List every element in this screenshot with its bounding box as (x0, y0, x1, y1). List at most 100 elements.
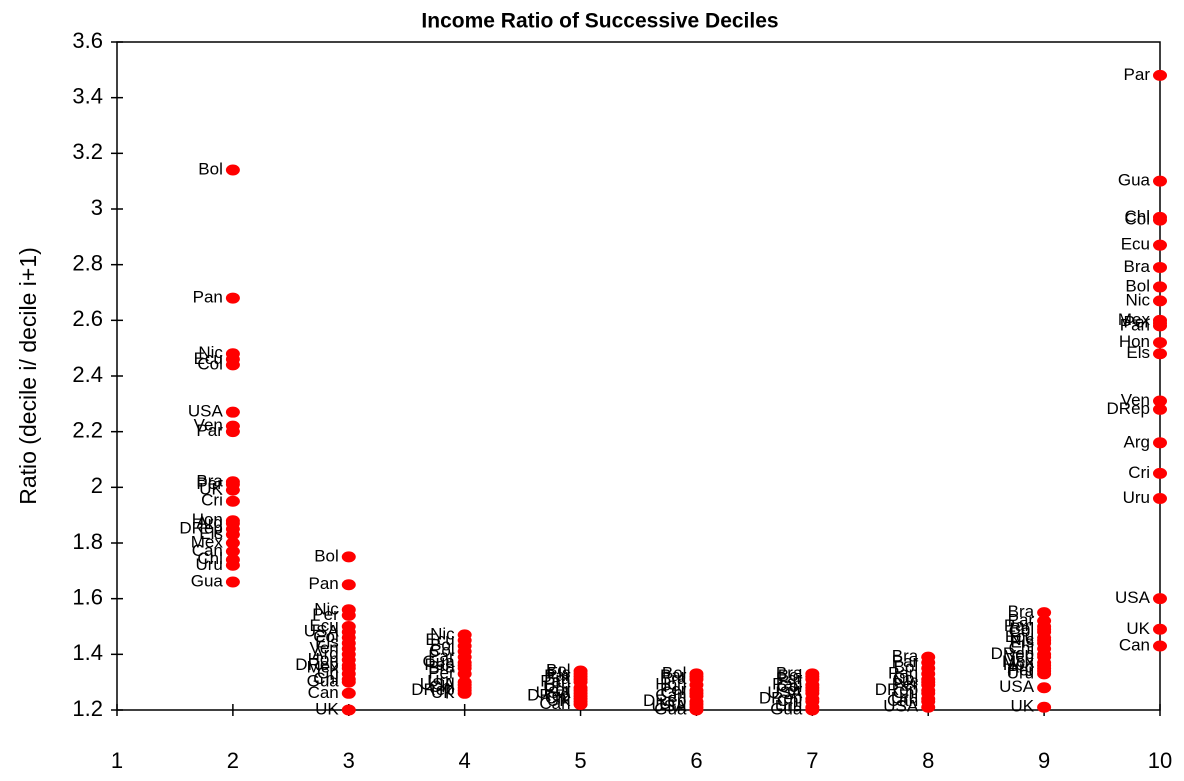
point-label: Uru (543, 677, 570, 696)
point-label: Per (428, 663, 455, 682)
point (1037, 682, 1052, 694)
point (225, 529, 240, 541)
point-label: Els (315, 633, 339, 652)
point-label: DRep (1107, 399, 1150, 418)
point-label: Cri (1128, 463, 1150, 482)
point (1153, 403, 1167, 415)
y-tick-label: 3.2 (72, 139, 103, 164)
point (225, 537, 240, 549)
point (1153, 467, 1167, 479)
point-label: Ven (1121, 391, 1150, 410)
point-label: Gua (654, 699, 687, 718)
point-label: USA (999, 677, 1035, 696)
point-label: Gua (1118, 171, 1151, 190)
point-label: Uru (1123, 488, 1150, 507)
point-label: Uru (659, 694, 686, 713)
point-label: Chl (1124, 207, 1150, 226)
point (457, 687, 472, 699)
point (341, 579, 356, 591)
x-tick-label: 8 (922, 748, 934, 773)
point-label: Cri (317, 663, 339, 682)
point-label: Nic (894, 672, 919, 691)
point-label: Bra (776, 663, 803, 682)
point-label: Uru (1007, 663, 1034, 682)
point (1153, 261, 1167, 273)
point-label: DRep (643, 691, 686, 710)
point-label: Per (312, 605, 339, 624)
point (225, 484, 240, 496)
y-tick-label: 3 (91, 195, 103, 220)
point (1037, 607, 1052, 619)
chart-title: Income Ratio of Successive Deciles (421, 10, 778, 33)
point-label: USA (420, 674, 456, 693)
point-label: Col (429, 641, 455, 660)
point-label: Pan (1004, 616, 1034, 635)
point (573, 698, 588, 710)
point (225, 495, 240, 507)
x-tick-label: 4 (459, 748, 471, 773)
point-label: Col (313, 627, 339, 646)
point-label: Bol (662, 663, 687, 682)
point (225, 359, 240, 371)
point-label: Uru (775, 697, 802, 716)
point-label: Chl (313, 669, 339, 688)
point-label: Gua (191, 571, 224, 590)
y-axis-label: Ratio (decile i/ decile i+1) (15, 247, 41, 505)
point (1153, 593, 1167, 605)
point (1153, 395, 1167, 407)
point-label: Par (776, 669, 803, 688)
point-label: UK (315, 699, 339, 718)
point (1153, 69, 1167, 81)
point (341, 551, 356, 563)
point-label: Hon (655, 674, 686, 693)
point-label: Bol (314, 546, 339, 565)
point-label: USA (767, 683, 803, 702)
point-label: DRep (991, 644, 1034, 663)
point-label: Pan (1120, 315, 1150, 334)
y-tick-label: 2 (91, 473, 103, 498)
point-label: Nic (430, 624, 455, 643)
point-label: UK (1010, 697, 1034, 716)
point-label: Bol (198, 160, 223, 179)
y-tick-label: 3.4 (72, 83, 103, 108)
point-label: Gua (423, 652, 456, 671)
point-label: Col (777, 677, 803, 696)
point-label: Can (887, 691, 918, 710)
point-label: USA (651, 697, 687, 716)
point-label: Gua (770, 699, 803, 718)
point-label: Els (1126, 343, 1150, 362)
point-label: DRep (411, 680, 454, 699)
point-label: Nic (1125, 290, 1150, 309)
point-label: Chl (1009, 638, 1035, 657)
point-label: Per (660, 680, 687, 699)
point-label: Ven (1005, 647, 1034, 666)
point-label: UK (547, 691, 571, 710)
point-label: Per (1008, 661, 1035, 680)
point-label: Gua (307, 672, 340, 691)
point-label: Col (197, 354, 223, 373)
point (805, 704, 820, 716)
point-label: Pan (888, 663, 918, 682)
point-label: Nic (314, 599, 339, 618)
point-label: USA (536, 683, 572, 702)
point-label: Bra (544, 669, 571, 688)
point-label: Arg (1008, 658, 1034, 677)
point-label: Par (660, 666, 687, 685)
point-label: Ven (194, 416, 223, 435)
point-label: Can (539, 694, 570, 713)
point-label: Chl (893, 683, 919, 702)
point (1153, 281, 1167, 293)
point-label: DRep (875, 680, 918, 699)
point (1153, 623, 1167, 635)
y-tick-label: 2.2 (72, 417, 103, 442)
point-label: UK (1126, 619, 1150, 638)
point (225, 406, 240, 418)
point-label: Can (308, 683, 339, 702)
point-label: Can (1119, 635, 1150, 654)
point-label: Arg (196, 513, 222, 532)
point-label: UK (431, 683, 455, 702)
x-tick-label: 5 (574, 748, 586, 773)
point-label: Par (1008, 610, 1035, 629)
point (341, 687, 356, 699)
